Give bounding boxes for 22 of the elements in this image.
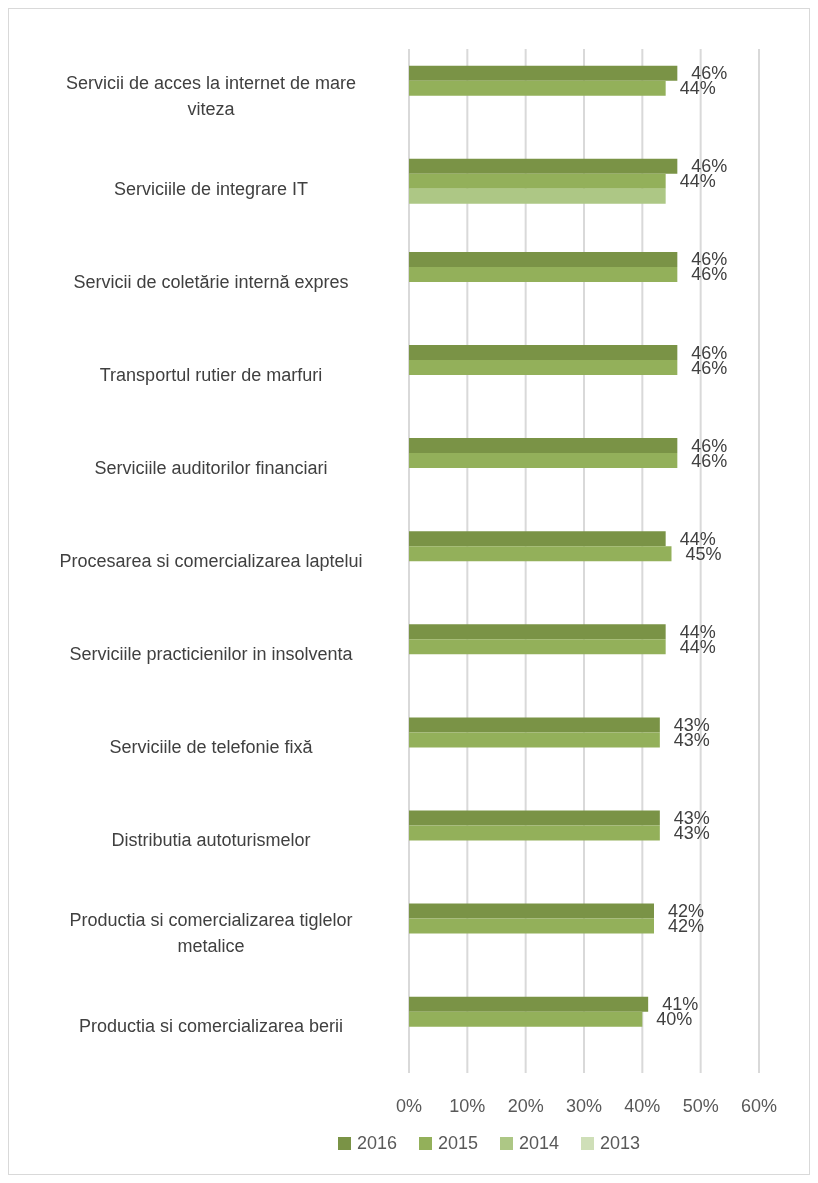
y-tick-label: Productia si comercializarea berii bbox=[78, 1016, 344, 1037]
legend-label: 2013 bbox=[599, 1133, 641, 1154]
x-tick-label: 40% bbox=[624, 1095, 661, 1116]
y-tick-label: Transportul rutier de marfuri bbox=[99, 364, 323, 385]
legend-label: 2015 bbox=[436, 1133, 478, 1154]
x-tick-label: 20% bbox=[507, 1095, 544, 1116]
y-tick-label: Serviciile auditorilor financiari bbox=[94, 457, 328, 478]
y-tick-label: Serviciile de integrare IT bbox=[113, 178, 309, 199]
x-tick-label: 30% bbox=[565, 1095, 603, 1116]
y-tick-label: Productia si comercializarea tiglelor metalice bbox=[69, 910, 353, 957]
legend-label: 2016 bbox=[355, 1133, 397, 1154]
y-tick-label: Serviciile de telefonie fixă bbox=[109, 737, 314, 758]
y-tick-label: Serviciile practicienilor in insolventa bbox=[69, 644, 354, 665]
y-tick-label: Servicii de coletărie internă expres bbox=[73, 271, 349, 292]
x-tick-label: 50% bbox=[682, 1095, 719, 1116]
legend-label: 2014 bbox=[518, 1133, 560, 1154]
y-tick-label: Servicii de acces la internet de mare viteza bbox=[65, 72, 357, 119]
y-tick-label: Procesarea si comercializarea laptelui bbox=[59, 551, 363, 571]
x-tick-label: 10% bbox=[449, 1095, 486, 1116]
y-tick-label: Distributia autoturismelor bbox=[111, 830, 311, 851]
x-tick-label: 0% bbox=[395, 1095, 423, 1116]
x-tick-label: 60% bbox=[740, 1095, 778, 1116]
